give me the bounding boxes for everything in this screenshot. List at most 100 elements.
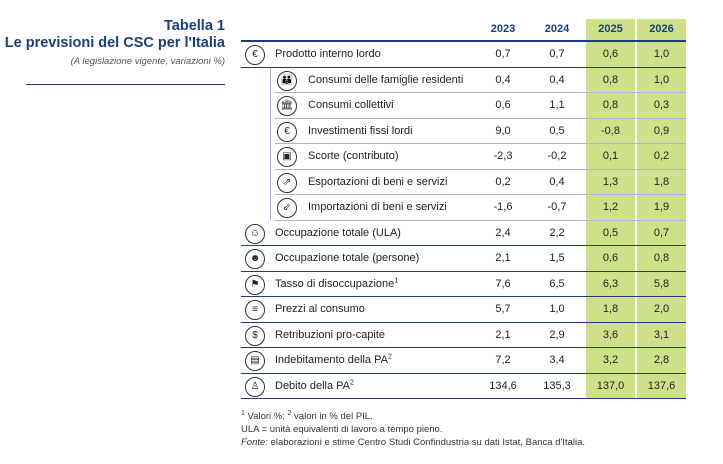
- cell-2024: 135,3: [543, 379, 571, 392]
- row-divider: [241, 347, 686, 348]
- col-header-2024: 2024: [544, 23, 570, 35]
- row-label-footnote-mark: 2: [350, 378, 354, 386]
- cell-2023: -1,6: [493, 201, 513, 213]
- row-divider: [275, 168, 686, 170]
- cell-2026: 0,7: [637, 220, 686, 246]
- cell-2026: 0,9: [637, 118, 686, 144]
- row-label: Investimenti fissi lordi: [308, 124, 413, 137]
- table-row: 🏛 Consumi collettivi 0,6 1,1 0,8 0,3: [241, 93, 686, 119]
- row-label: Prodotto interno lordo: [275, 48, 381, 60]
- row-label: Occupazione totale (persone): [275, 252, 420, 264]
- table-row: ▤ Indebitamento della PA2 7,2 3,4 3,2 2,8: [241, 348, 686, 374]
- row-label: Consumi delle famiglie residenti: [308, 73, 464, 86]
- cell-2025: 3,6: [586, 322, 635, 348]
- cell-2023: 2,1: [495, 328, 511, 341]
- cell-2023: 0,7: [495, 48, 511, 60]
- table-note: (A legislazione vigente, variazioni %): [70, 56, 225, 67]
- row-divider: [241, 321, 686, 323]
- row-divider: [241, 245, 686, 246]
- euro-coin-icon: €: [245, 45, 265, 65]
- cell-2024: 1,0: [549, 303, 565, 315]
- cell-2024: 1,1: [549, 99, 565, 111]
- cell-2024: 0,7: [549, 48, 565, 60]
- table-body: € Prodotto interno lordo 0,7 0,7 0,6 1,0 👪 Cons…: [241, 42, 686, 399]
- worker-icon: ☺: [245, 223, 265, 244]
- cell-2023: 9,0: [495, 124, 511, 137]
- row-divider: [275, 219, 686, 221]
- table-header: 2023 2024 2025 2026: [241, 19, 686, 42]
- cell-2026: 3,1: [637, 322, 686, 348]
- cell-2023: -2,3: [493, 150, 513, 162]
- row-label: Occupazione totale (ULA): [275, 226, 401, 239]
- cell-2026: 5,8: [637, 271, 686, 297]
- row-label: Scorte (contributo): [308, 150, 399, 162]
- indent-divider: [270, 195, 271, 221]
- cell-2026: 1,0: [637, 67, 686, 93]
- indent-divider: [270, 93, 271, 119]
- table-row: ⇙ Importazioni di beni e servizi -1,6 -0,7 1…: [241, 195, 686, 221]
- cell-2023: 0,6: [495, 99, 511, 111]
- indent-divider: [270, 144, 271, 170]
- cell-2023: 7,2: [495, 354, 511, 366]
- family-icon: 👪: [277, 70, 297, 91]
- forecast-table: 2023 2024 2025 2026 € Prodotto interno lo…: [241, 19, 686, 399]
- row-divider: [241, 372, 686, 374]
- row-label: Prezzi al consumo: [275, 303, 365, 315]
- import-icon: ⇙: [277, 198, 297, 218]
- cell-2024: 6,5: [549, 277, 565, 290]
- investment-icon: €: [277, 121, 297, 142]
- row-label: Tasso di disoccupazione1: [275, 276, 399, 290]
- cell-2023: 2,4: [495, 226, 511, 239]
- cell-2025: 137,0: [586, 373, 635, 399]
- cell-2026: 1,9: [637, 195, 686, 221]
- table-row: ☻ Occupazione totale (persone) 2,1 1,5 0,6 0,…: [241, 246, 686, 272]
- footnote-ula: ULA = unità equivalenti di lavoro a temp…: [241, 424, 443, 435]
- footnotes: 1 Valori %; 2 valori in % del PIL. ULA =…: [241, 410, 585, 449]
- table-row: ▣ Scorte (contributo) -2,3 -0,2 0,1 0,2: [241, 144, 686, 170]
- cell-2024: 1,5: [549, 252, 565, 264]
- table-caption: Tabella 1 Le previsioni del CSC per l'It…: [0, 18, 225, 67]
- cell-2023: 0,2: [495, 175, 511, 188]
- row-label: Debito della PA2: [275, 378, 354, 392]
- export-icon: ⇗: [277, 172, 297, 193]
- cell-2025: 1,2: [586, 195, 635, 221]
- row-divider: [275, 143, 686, 144]
- table-row: ⚑ Tasso di disoccupazione1 7,6 6,5 6,3 5,8: [241, 271, 686, 297]
- col-header-2023: 2023: [490, 23, 516, 35]
- cell-2025: 6,3: [586, 271, 635, 297]
- table-row: 👪 Consumi delle famiglie residenti 0,4 0,4 0…: [241, 67, 686, 93]
- table-row: $ Retribuzioni pro-capite 2,1 2,9 3,6 3,1: [241, 322, 686, 348]
- cell-2025: -0,8: [586, 118, 635, 144]
- cell-2023: 0,4: [495, 73, 511, 86]
- deficit-chart-icon: ▤: [245, 351, 265, 371]
- row-label: Retribuzioni pro-capite: [275, 328, 386, 341]
- cell-2026: 2,0: [637, 297, 686, 323]
- people-icon: ☻: [245, 249, 265, 269]
- row-divider: [275, 117, 686, 119]
- cell-2023: 134,6: [489, 379, 517, 392]
- coins-icon: ≡: [245, 300, 265, 320]
- col-header-2026: 2026: [637, 19, 686, 40]
- row-divider: [241, 270, 686, 272]
- row-label-footnote-mark: 2: [387, 353, 392, 361]
- row-divider: [275, 92, 686, 93]
- cell-2025: 0,1: [586, 144, 635, 170]
- cell-2025: 0,6: [586, 246, 635, 272]
- footnote-units: 1 Valori %; 2 valori in % del PIL.: [241, 409, 373, 422]
- cell-2024: 2,2: [549, 226, 565, 239]
- table-row: € Investimenti fissi lordi 9,0 0,5 -0,8 0,9: [241, 118, 686, 144]
- public-building-icon: 🏛: [277, 96, 297, 116]
- indent-divider: [270, 67, 271, 93]
- cell-2026: 0,2: [637, 144, 686, 170]
- table-row: ⇗ Esportazioni di beni e servizi 0,2 0,4 1,3…: [241, 169, 686, 195]
- col-header-2025: 2025: [586, 19, 635, 40]
- cell-2024: -0,7: [547, 201, 567, 213]
- cell-2024: 0,5: [549, 124, 565, 137]
- cell-2026: 1,8: [637, 169, 686, 195]
- cell-2026: 1,0: [637, 42, 686, 68]
- cell-2026: 2,8: [637, 348, 686, 374]
- cell-2026: 0,3: [637, 93, 686, 119]
- indent-divider: [270, 118, 271, 144]
- indent-divider: [270, 169, 271, 195]
- cell-2024: 0,4: [549, 175, 565, 188]
